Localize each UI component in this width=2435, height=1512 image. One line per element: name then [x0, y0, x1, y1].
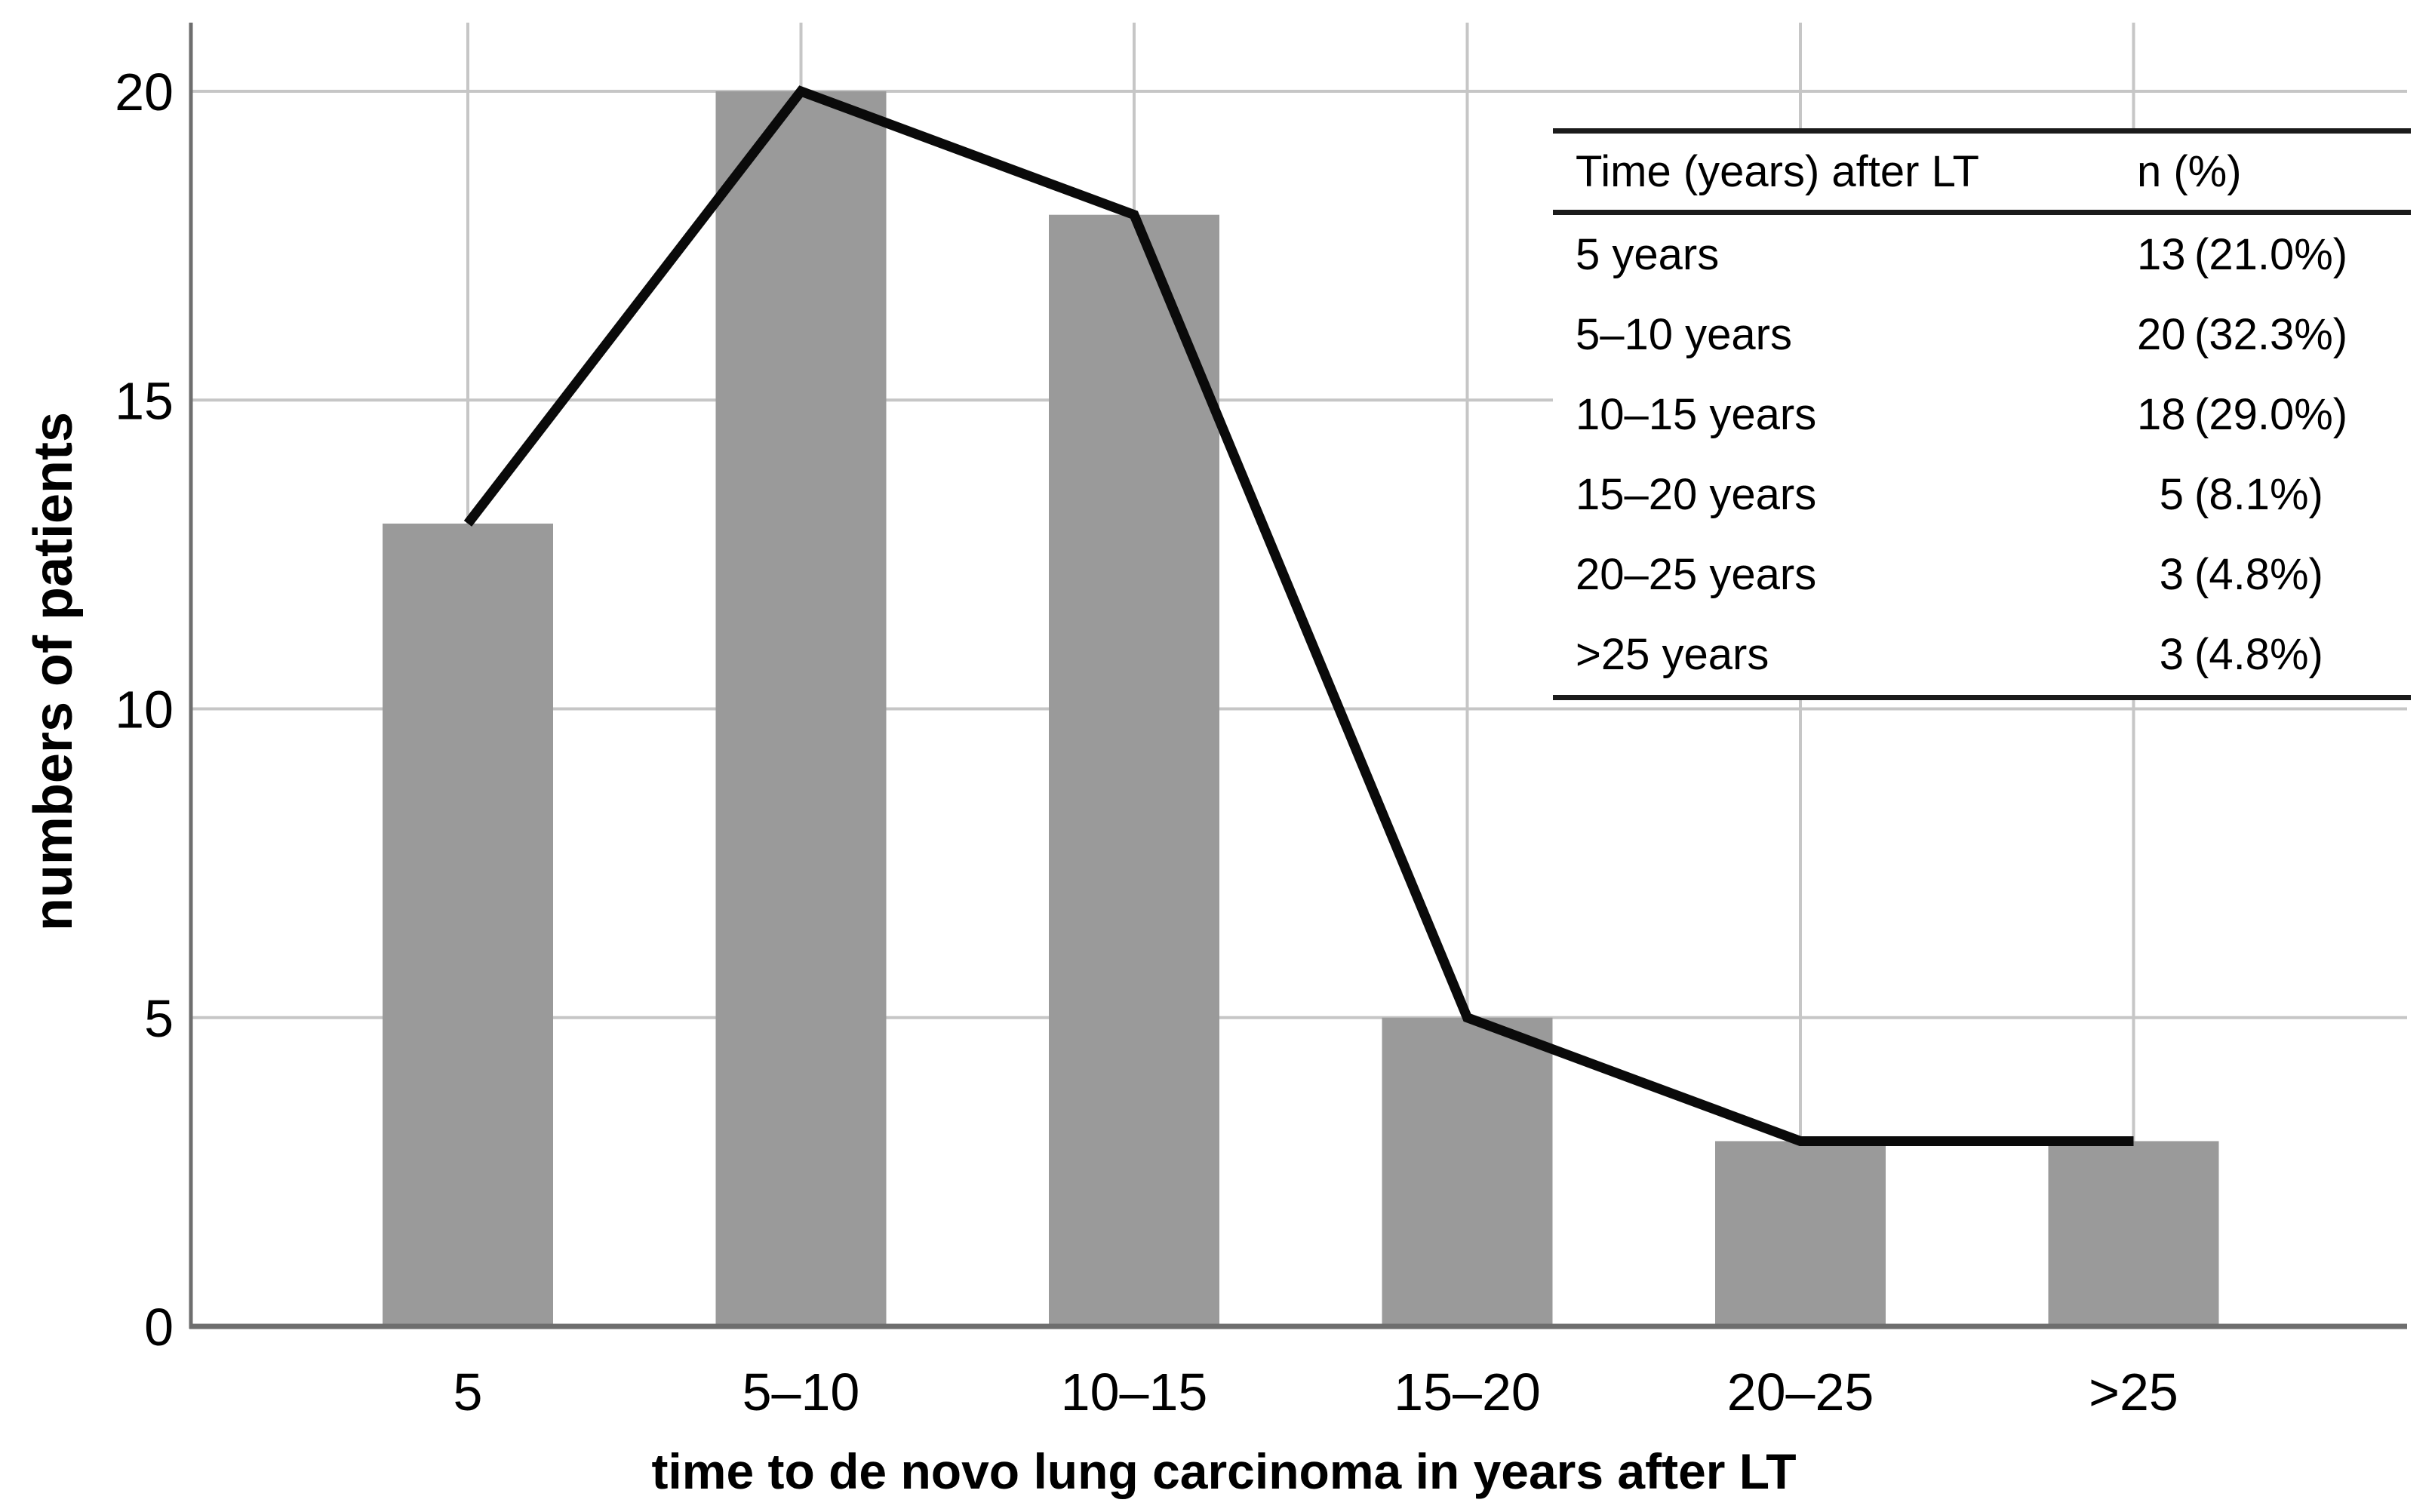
- table-cell-n: 5 (8.1%): [2137, 473, 2411, 517]
- table-cell-n-count: 3: [2159, 550, 2184, 599]
- table-cell-time: >25 years: [1576, 630, 1769, 679]
- x-axis-title: time to de novo lung carcinoma in years …: [651, 1443, 1796, 1499]
- table-cell-n: 20 (32.3%): [2137, 313, 2411, 357]
- table-cell-n-percent: (4.8%): [2194, 630, 2323, 679]
- table-cell-n-count: 3: [2159, 630, 2184, 679]
- y-tick-label: 5: [144, 989, 174, 1048]
- y-tick-label: 0: [144, 1298, 174, 1357]
- table-cell-n: 3 (4.8%): [2137, 633, 2411, 677]
- table-cell-n-percent: (21.0%): [2194, 230, 2348, 279]
- inset-table-header-time: Time (years) after LT: [1576, 146, 1979, 196]
- bar-5: [383, 523, 553, 1327]
- bar-5–10: [715, 91, 887, 1326]
- y-tick-label: 15: [115, 371, 174, 430]
- inset-table-header-n: n (%): [2137, 146, 2242, 196]
- table-row: 5 years 13 (21.0%): [1553, 215, 2411, 295]
- y-axis-title: numbers of patients: [23, 412, 84, 931]
- trend-line: [463, 85, 2134, 1146]
- x-tick-label: 5–10: [742, 1363, 860, 1421]
- bar-10–15: [1049, 214, 1219, 1327]
- inset-table-header-row: Time (years) after LT n (%): [1553, 134, 2411, 215]
- bar-15–20: [1382, 1017, 1553, 1326]
- table-row: >25 years 3 (4.8%): [1553, 615, 2411, 695]
- x-tick-label: 15–20: [1394, 1363, 1541, 1421]
- table-cell-time: 5 years: [1576, 230, 1720, 279]
- table-cell-time: 10–15 years: [1576, 390, 1817, 439]
- table-cell-n-count: 5: [2159, 470, 2184, 519]
- table-cell-n-percent: (8.1%): [2194, 470, 2323, 519]
- table-cell-n-count: 20: [2137, 310, 2186, 359]
- plot-layer: 0 5 10 15 20 5 5–10 10–15 15–20 20–25 >25: [115, 23, 2407, 1421]
- inset-table-rows: 5 years 13 (21.0%) 5–10 years 20 (32.3%) 10–15…: [1553, 215, 2411, 695]
- y-tick-label: 20: [115, 63, 174, 121]
- table-cell-n: 13 (21.0%): [2137, 233, 2411, 277]
- table-cell-n: 3 (4.8%): [2137, 553, 2411, 597]
- table-cell-n-percent: (29.0%): [2194, 390, 2348, 439]
- table-row: 10–15 years 18 (29.0%): [1553, 375, 2411, 455]
- x-tick-label: 5: [453, 1363, 483, 1421]
- table-row: 15–20 years 5 (8.1%): [1553, 455, 2411, 535]
- table-cell-n-count: 18: [2137, 390, 2186, 439]
- bar-20–25: [1715, 1141, 1886, 1326]
- bar->25: [2048, 1141, 2219, 1326]
- y-tick-label: 10: [115, 681, 174, 739]
- table-cell-time: 15–20 years: [1576, 470, 1817, 519]
- table-cell-time: 20–25 years: [1576, 550, 1817, 599]
- table-cell-n: 18 (29.0%): [2137, 393, 2411, 437]
- table-row: 5–10 years 20 (32.3%): [1553, 295, 2411, 375]
- table-cell-n-percent: (4.8%): [2194, 550, 2323, 599]
- inset-table: Time (years) after LT n (%) 5 years 13 (21…: [1553, 128, 2411, 700]
- table-cell-n-percent: (32.3%): [2194, 310, 2348, 359]
- x-tick-label: 20–25: [1727, 1363, 1874, 1421]
- table-cell-n-count: 13: [2137, 230, 2186, 279]
- table-row: 20–25 years 3 (4.8%): [1553, 535, 2411, 615]
- x-tick-label: 10–15: [1061, 1363, 1208, 1421]
- table-cell-time: 5–10 years: [1576, 310, 1792, 359]
- x-tick-label: >25: [2089, 1363, 2178, 1421]
